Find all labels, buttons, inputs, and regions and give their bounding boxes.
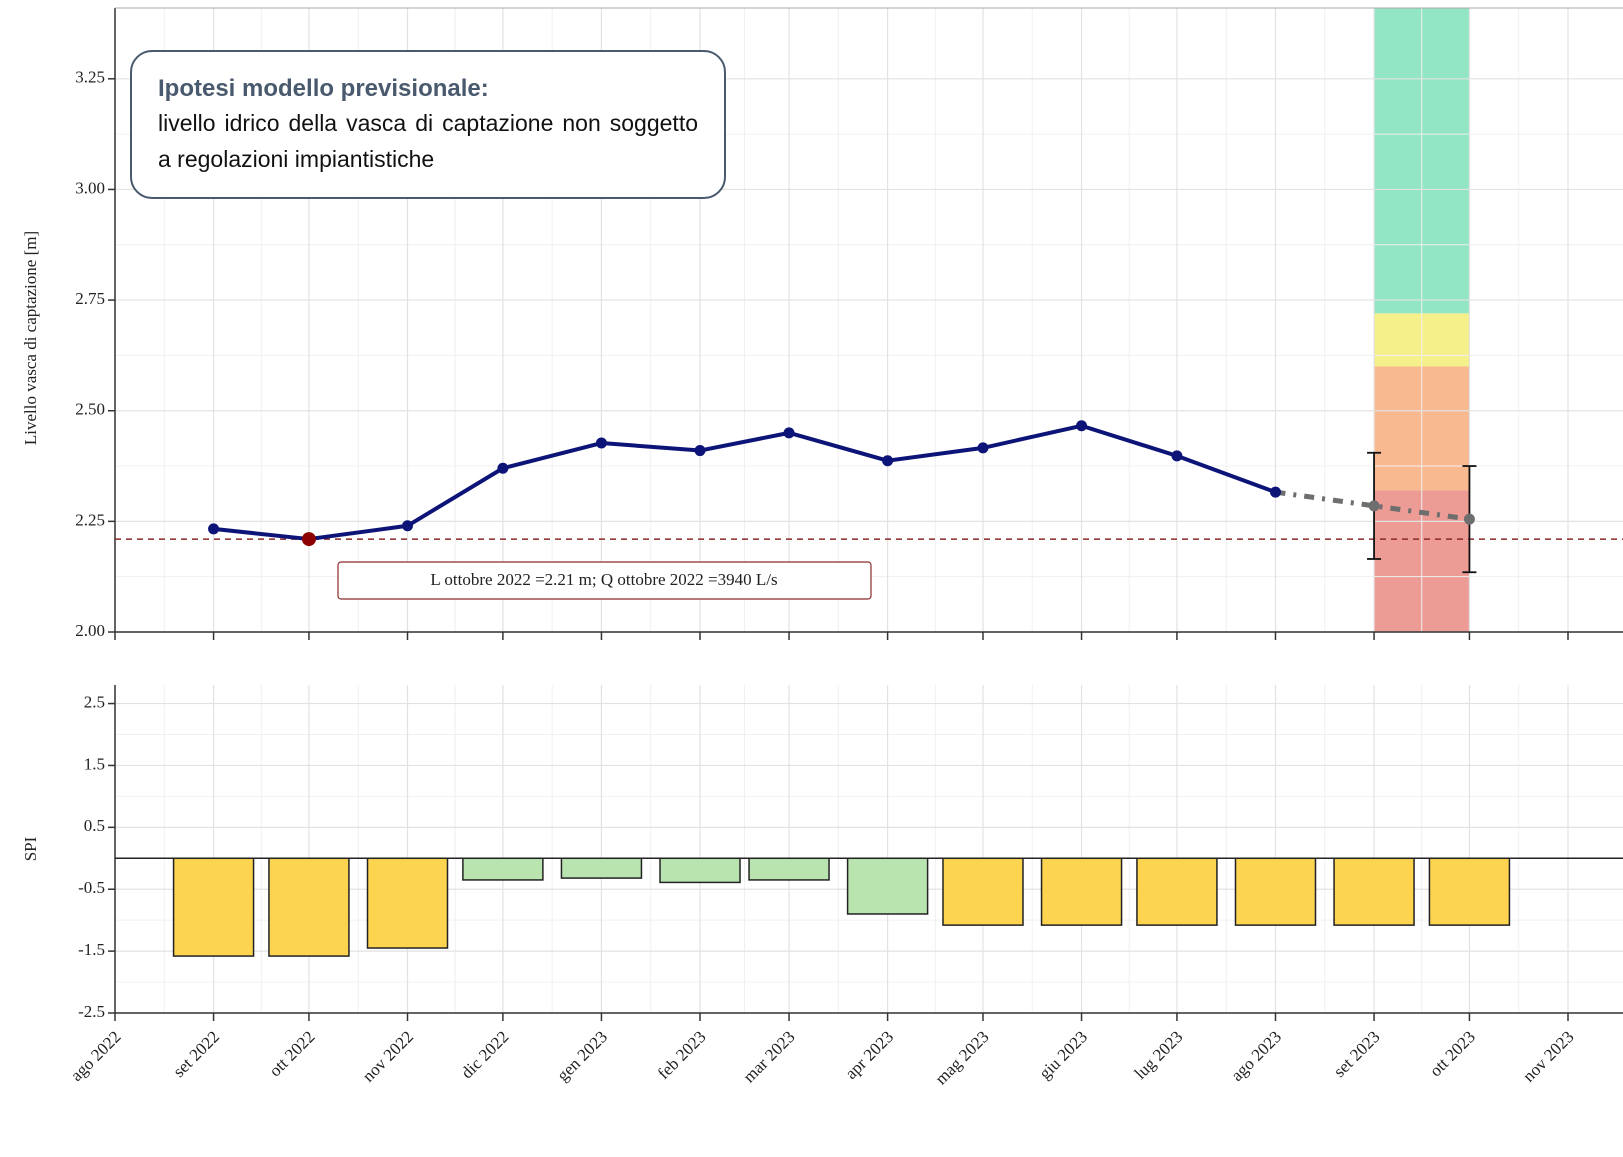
x-tick-label: ago 2022 (67, 1027, 125, 1085)
x-tick-label: set 2022 (169, 1027, 223, 1081)
x-tick-label: ago 2023 (1227, 1027, 1285, 1085)
data-point (497, 462, 509, 474)
series-line (213, 423, 1277, 542)
data-point (301, 532, 316, 547)
data-point (882, 455, 894, 467)
data-point (783, 427, 795, 439)
y-tick-label: -2.5 (78, 1002, 105, 1021)
data-point (402, 520, 414, 532)
bar (748, 857, 830, 881)
data-point (1076, 420, 1088, 432)
info-title: Ipotesi modello previsionale: (158, 75, 489, 102)
bar (846, 857, 929, 915)
bar (268, 857, 350, 957)
bar (462, 857, 544, 881)
y-tick-label: 2.25 (75, 510, 105, 529)
x-tick-label: ott 2023 (1426, 1027, 1479, 1080)
y-tick-label: 2.5 (84, 692, 105, 711)
bar (1234, 857, 1317, 926)
series-line (1275, 489, 1470, 522)
x-tick-label: mar 2023 (739, 1027, 798, 1086)
data-point (1171, 450, 1183, 462)
data-point (694, 445, 706, 457)
x-tick-label: feb 2023 (654, 1027, 710, 1083)
annotation-box (337, 561, 872, 600)
x-tick-label: apr 2023 (841, 1027, 897, 1083)
data-point (208, 523, 220, 535)
bar (1040, 857, 1123, 926)
info-text: livello idrico della vasca di captazione… (158, 110, 698, 172)
x-tick-label: nov 2022 (359, 1027, 418, 1086)
y-tick-label: 3.25 (75, 68, 105, 87)
y-tick-label: 3.00 (75, 178, 105, 197)
y-tick-label: -1.5 (78, 940, 105, 959)
data-point (1269, 486, 1281, 498)
y-tick-label: -0.5 (78, 878, 105, 897)
x-tick-label: gen 2023 (553, 1027, 611, 1085)
x-tick-label: ott 2022 (265, 1027, 318, 1080)
data-point (977, 442, 989, 454)
bar (560, 857, 643, 879)
bar (1428, 857, 1511, 926)
bar (366, 857, 449, 949)
x-tick-label: giu 2023 (1035, 1027, 1091, 1083)
x-tick-label: lug 2023 (1131, 1027, 1187, 1083)
annotation: L ottobre 2022 =2.21 m; Q ottobre 2022 =… (430, 570, 777, 589)
bar (1333, 857, 1415, 926)
x-tick-label: nov 2023 (1519, 1027, 1578, 1086)
x-tick-label: set 2023 (1330, 1027, 1384, 1081)
data-point (1368, 500, 1380, 512)
x-tick-label: mag 2023 (931, 1027, 992, 1088)
info-box: Ipotesi modello previsionale: livello id… (130, 50, 726, 199)
y-tick-label: 2.50 (75, 400, 105, 419)
y-tick-label: 0.5 (84, 816, 105, 835)
bar (172, 857, 255, 957)
bar (659, 857, 741, 884)
y-tick-label: 1.5 (84, 754, 105, 773)
data-point (1463, 513, 1475, 525)
y-tick-label: 2.75 (75, 289, 105, 308)
y-tick-label: 2.00 (75, 621, 105, 640)
data-point (595, 437, 607, 449)
bar (1136, 857, 1218, 926)
x-tick-label: dic 2022 (457, 1027, 512, 1082)
bar (942, 857, 1024, 926)
y-axis-label: Livello vasca di captazione [m] (21, 231, 40, 445)
y-axis-label: SPI (21, 836, 40, 861)
